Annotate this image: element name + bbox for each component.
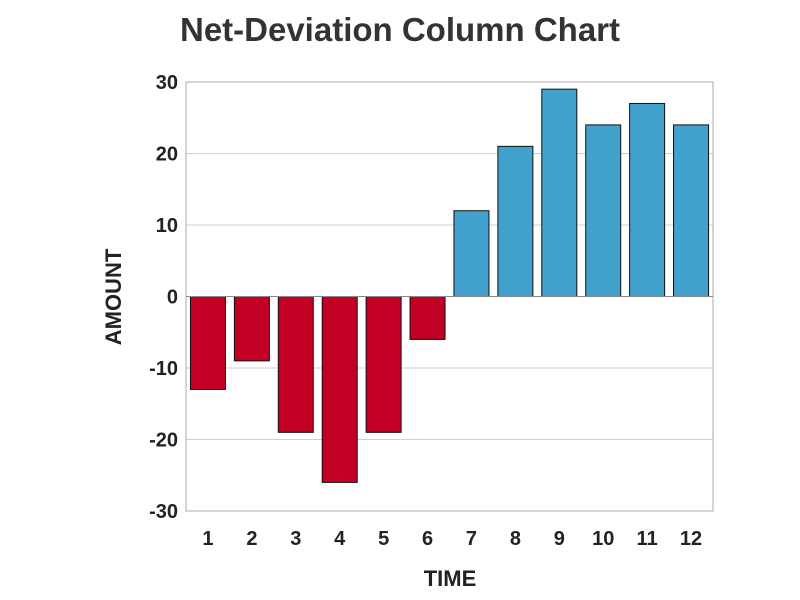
bar	[497, 145, 534, 297]
x-tick-label: 2	[246, 528, 257, 550]
x-tick-label: 5	[378, 528, 389, 550]
y-tick-label: 20	[156, 144, 178, 166]
bar	[233, 296, 270, 362]
y-tick-label: 30	[156, 72, 178, 94]
x-tick-label: 1	[202, 528, 213, 550]
x-tick-label: 4	[334, 528, 346, 550]
bar	[409, 296, 446, 340]
x-tick-label: 7	[466, 528, 477, 550]
x-tick-label: 11	[637, 528, 658, 550]
y-tick-label: -10	[149, 358, 178, 380]
bar	[365, 296, 402, 433]
x-tick-label: 3	[290, 528, 301, 550]
x-tick-label: 6	[422, 528, 433, 550]
bar	[453, 210, 490, 297]
bar	[277, 296, 314, 433]
y-tick-label: -30	[149, 501, 178, 523]
bar	[585, 124, 622, 298]
bar	[629, 102, 666, 297]
chart-title: Net-Deviation Column Chart	[180, 11, 620, 48]
bar	[673, 124, 710, 298]
bar	[321, 296, 358, 483]
x-tick-label: 8	[510, 528, 521, 550]
x-tick-label: 10	[592, 528, 614, 550]
y-tick-label: 10	[156, 215, 178, 237]
x-axis-label: TIME	[424, 566, 477, 591]
bar	[189, 296, 226, 390]
bar	[541, 88, 578, 298]
y-tick-label: -20	[149, 430, 178, 452]
y-tick-label: 0	[167, 287, 178, 309]
x-tick-label: 9	[554, 528, 565, 550]
x-tick-label: 12	[680, 528, 702, 550]
y-axis-label: AMOUNT	[101, 248, 126, 345]
